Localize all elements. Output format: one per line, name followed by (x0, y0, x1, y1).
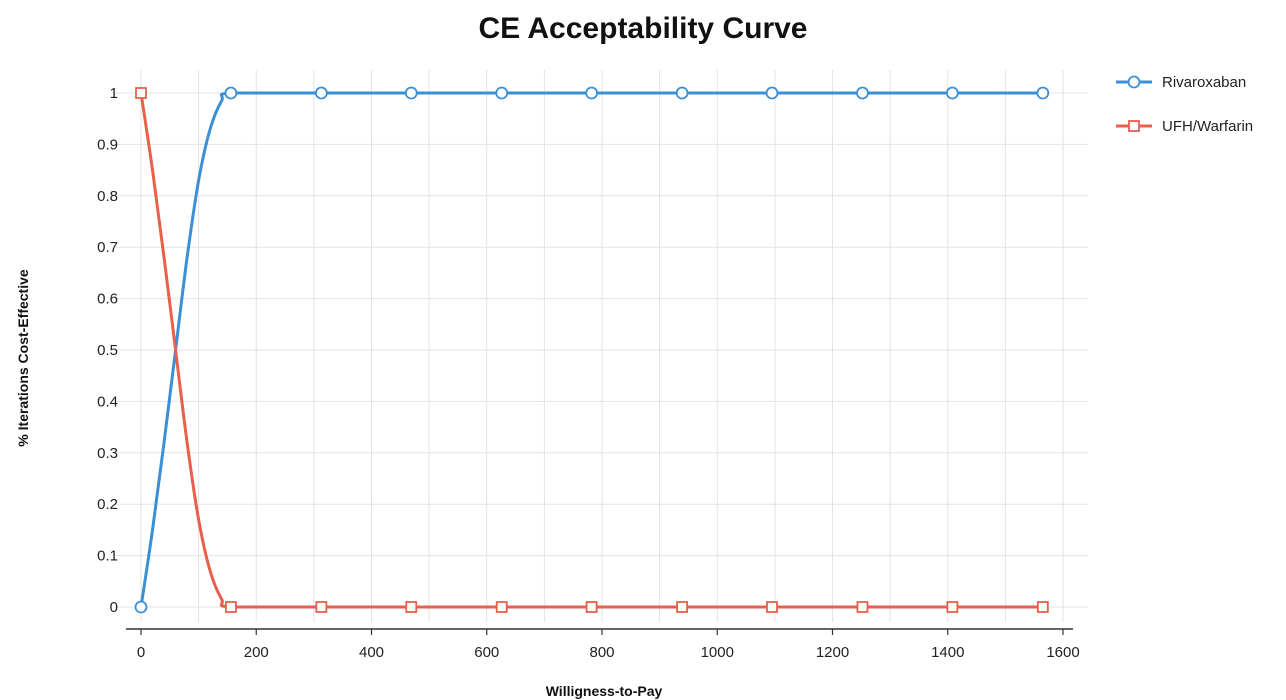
series-rivaroxaban (134, 86, 1050, 614)
x-tick-label: 1600 (1046, 644, 1079, 661)
y-tick-label: 0.4 (97, 393, 118, 410)
data-point-rivaroxaban (495, 86, 509, 100)
x-tick-label: 400 (359, 644, 384, 661)
data-point-ufh-warfarin (135, 87, 147, 99)
data-point-ufh-warfarin (585, 601, 598, 613)
y-tick-label: 1 (110, 85, 118, 102)
data-point-rivaroxaban (585, 86, 599, 100)
data-point-rivaroxaban (404, 86, 418, 100)
data-point-ufh-warfarin (766, 601, 778, 613)
data-point-rivaroxaban (945, 86, 959, 100)
data-point-rivaroxaban (856, 86, 869, 100)
y-tick-label: 0.6 (97, 291, 118, 308)
x-tick-label: 600 (474, 644, 499, 661)
y-tick-label: 0.8 (97, 188, 118, 205)
y-tick-label: 0.3 (97, 445, 118, 462)
x-axis-title: Willigness-to-Pay (546, 683, 663, 699)
data-point-rivaroxaban (675, 86, 689, 100)
x-tick-label: 0 (137, 644, 145, 661)
x-tick-label: 1000 (701, 644, 734, 661)
data-point-ufh-warfarin (224, 601, 237, 613)
series-ufh-warfarin (135, 87, 1049, 613)
y-tick-label: 0.9 (97, 136, 118, 153)
series-line-ufh-warfarin (139, 91, 1045, 609)
legend: Rivaroxaban UFH/Warfarin (1116, 74, 1253, 135)
legend-label-rivaroxaban: Rivaroxaban (1162, 74, 1246, 91)
data-point-rivaroxaban (1036, 86, 1050, 100)
legend-marker-ufh-warfarin (1128, 120, 1140, 132)
data-point-rivaroxaban (314, 86, 328, 100)
legend-label-ufh-warfarin: UFH/Warfarin (1162, 118, 1253, 135)
data-point-rivaroxaban (765, 86, 779, 100)
data-point-ufh-warfarin (856, 601, 869, 613)
data-point-rivaroxaban (134, 600, 148, 614)
grid-lines (115, 70, 1088, 622)
x-tick-label: 1400 (931, 644, 964, 661)
data-point-ufh-warfarin (946, 601, 959, 613)
data-point-rivaroxaban (224, 86, 238, 100)
y-tick-label: 0.1 (97, 548, 118, 565)
y-tick-label: 0 (110, 599, 118, 616)
legend-marker-rivaroxaban (1127, 75, 1141, 89)
data-point-ufh-warfarin (1036, 601, 1049, 613)
x-tick-label: 800 (589, 644, 614, 661)
y-tick-label: 0.5 (97, 342, 118, 359)
y-tick-label: 0.7 (97, 239, 118, 256)
data-point-ufh-warfarin (315, 601, 328, 613)
x-tick-label: 1200 (816, 644, 849, 661)
series-line-rivaroxaban (139, 91, 1045, 609)
y-axis-title: % Iterations Cost-Effective (15, 269, 31, 447)
data-point-ufh-warfarin (405, 601, 418, 613)
data-point-ufh-warfarin (676, 601, 688, 613)
data-point-ufh-warfarin (495, 601, 508, 613)
x-tick-label: 200 (244, 644, 269, 661)
y-tick-label: 0.2 (97, 496, 118, 513)
